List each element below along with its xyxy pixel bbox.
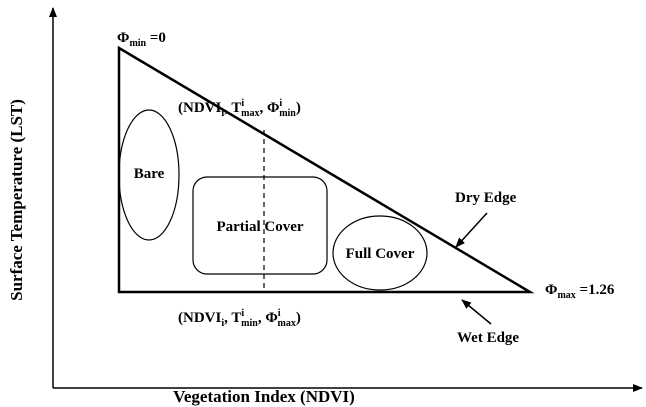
y-axis-label: Surface Temperature (LST)	[7, 99, 26, 301]
dry-edge-arrow	[455, 212, 488, 248]
superscript: i	[241, 308, 244, 319]
subscript: min	[129, 38, 146, 49]
text-part: (NDVI	[178, 310, 221, 326]
subscript: i	[221, 318, 224, 329]
bare-ellipse	[118, 109, 180, 241]
top-point-label: (NDVIi, Ti max, Φi min)	[178, 98, 301, 119]
phi-max-label: Φmax =1.26	[545, 282, 615, 301]
superscript: i	[279, 98, 282, 109]
text-part: =0	[146, 30, 166, 46]
text-part: )	[296, 100, 301, 116]
phi-min-label: Φmin =0	[117, 30, 166, 49]
text-part: =1.26	[576, 282, 615, 298]
subscript: max	[557, 290, 575, 301]
region-label: Bare	[134, 166, 165, 182]
full-ellipse	[332, 215, 428, 291]
wet-edge-arrow	[461, 299, 492, 325]
text-part: )	[296, 310, 301, 326]
subscript: min	[279, 108, 296, 119]
subscript: i	[221, 108, 224, 119]
subscript: max	[241, 108, 259, 119]
region-label: Partial Cover	[216, 219, 303, 235]
text-part: , Φ	[259, 100, 279, 116]
region-label: Full Cover	[346, 246, 415, 262]
bottom-point-label: (NDVIi, Ti min, Φi max)	[178, 308, 301, 329]
superscript: i	[278, 308, 281, 319]
text-part: Φ	[545, 282, 557, 298]
text-part: , T	[224, 100, 241, 116]
wet-edge-label: Wet Edge	[457, 330, 519, 346]
subscript: max	[278, 318, 296, 329]
x-axis-label: Vegetation Index (NDVI)	[173, 387, 355, 406]
partial-rect	[192, 176, 328, 275]
superscript: i	[241, 98, 244, 109]
text-part: , Φ	[258, 310, 278, 326]
text-part: (NDVI	[178, 100, 221, 116]
text-part: Φ	[117, 30, 129, 46]
subscript: min	[241, 318, 258, 329]
dry-edge-label: Dry Edge	[455, 190, 517, 206]
text-part: , T	[224, 310, 241, 326]
triangle	[117, 45, 535, 294]
